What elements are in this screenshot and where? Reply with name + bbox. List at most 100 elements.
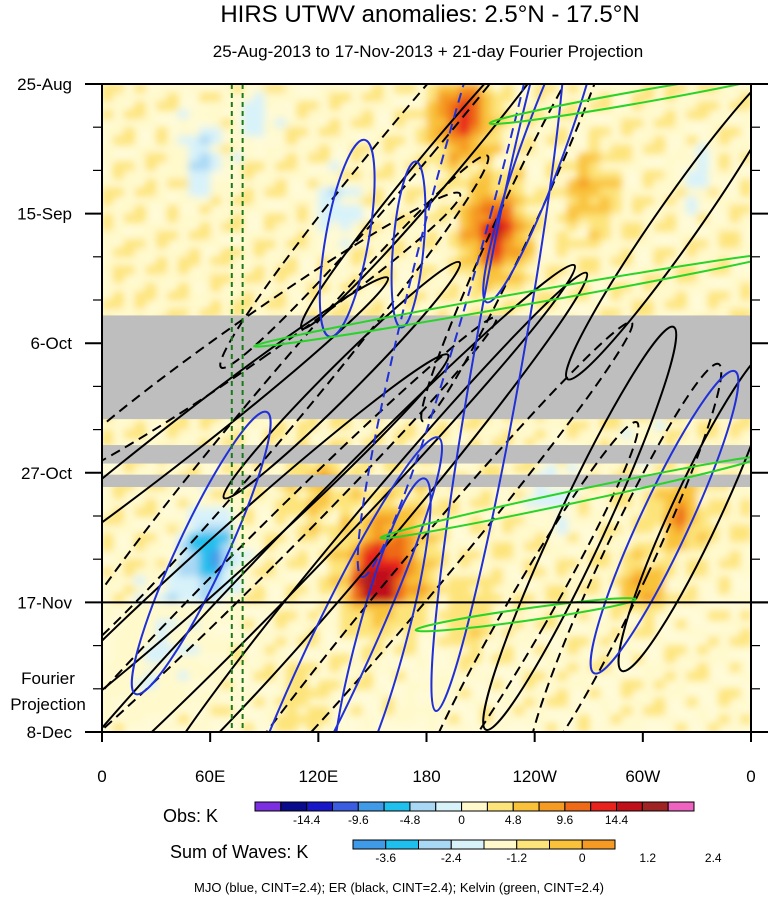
y-tick-label: 27-Oct <box>21 464 72 483</box>
legend-footnote: MJO (blue, CINT=2.4); ER (black, CINT=2.… <box>194 880 604 895</box>
anomaly-cell <box>642 429 655 439</box>
anomaly-cell <box>339 602 352 612</box>
anomaly-cell <box>458 593 471 603</box>
anomaly-cell <box>729 230 741 241</box>
anomaly-cell <box>361 533 374 543</box>
anomaly-cell <box>220 144 233 154</box>
anomaly-cell <box>383 92 395 102</box>
anomaly-cell <box>469 109 482 120</box>
anomaly-cell <box>123 636 136 647</box>
anomaly-cell <box>534 92 547 102</box>
anomaly-cell <box>166 524 179 534</box>
anomaly-cell <box>664 516 676 526</box>
anomaly-cell <box>361 265 374 275</box>
anomaly-cell <box>599 204 611 215</box>
anomaly-cell <box>242 300 255 310</box>
anomaly-cell <box>199 550 211 560</box>
anomaly-cell <box>556 213 568 223</box>
anomaly-cell <box>469 101 482 111</box>
anomaly-cell <box>318 464 330 474</box>
anomaly-cell <box>740 611 751 621</box>
anomaly-cell <box>156 541 168 552</box>
anomaly-cell <box>210 118 222 128</box>
anomaly-cell <box>350 109 363 120</box>
anomaly-cell <box>145 567 157 578</box>
anomaly-cell <box>718 92 730 102</box>
anomaly-cell <box>513 429 525 439</box>
anomaly-cell <box>448 118 460 128</box>
anomaly-cell <box>696 153 709 163</box>
anomaly-cell <box>740 101 751 111</box>
anomaly-cell <box>231 213 244 223</box>
anomaly-cell <box>177 576 190 586</box>
anomaly-cell <box>188 84 200 94</box>
anomaly-cell <box>231 161 244 171</box>
anomaly-cell <box>480 498 492 508</box>
anomaly-cell <box>718 576 730 586</box>
anomaly-cell <box>448 282 460 292</box>
anomaly-cell <box>275 697 287 707</box>
anomaly-cell <box>361 680 374 690</box>
anomaly-cell <box>707 127 720 137</box>
anomaly-cell <box>653 636 666 647</box>
anomaly-cell <box>404 524 417 534</box>
anomaly-cell <box>415 585 428 595</box>
anomaly-cell <box>210 153 222 163</box>
colorbar-box <box>516 839 550 850</box>
anomaly-cell <box>653 274 666 284</box>
anomaly-cell <box>188 161 200 171</box>
anomaly-cell <box>145 144 157 154</box>
x-tick-label: 0 <box>746 767 755 786</box>
anomaly-cell <box>361 723 374 732</box>
anomaly-cell <box>426 170 438 180</box>
anomaly-cell <box>231 645 244 655</box>
anomaly-cell <box>621 300 633 310</box>
anomaly-cell <box>361 654 374 664</box>
anomaly-cell <box>426 265 438 275</box>
anomaly-cell <box>588 144 601 154</box>
anomaly-cell <box>588 274 601 284</box>
anomaly-cell <box>588 196 601 206</box>
er-contour <box>102 154 490 668</box>
anomaly-cell <box>285 204 298 215</box>
anomaly-cell <box>664 585 676 595</box>
anomaly-cell <box>166 248 179 258</box>
anomaly-cell <box>556 300 568 310</box>
anomaly-cell <box>426 127 438 137</box>
anomaly-cell <box>350 593 363 603</box>
anomaly-cell <box>231 256 244 267</box>
anomaly-cell <box>166 265 179 275</box>
anomaly-cell <box>523 498 536 508</box>
anomaly-cell <box>275 438 287 448</box>
anomaly-cell <box>361 153 374 163</box>
anomaly-cell <box>166 213 179 223</box>
anomaly-cell <box>675 127 687 137</box>
anomaly-cell <box>664 567 676 578</box>
anomaly-cell <box>458 550 471 560</box>
anomaly-cell <box>642 490 655 500</box>
kelvin-contour <box>253 252 751 348</box>
anomaly-cell <box>231 179 244 189</box>
anomaly-cell <box>404 127 417 137</box>
anomaly-cell <box>448 602 460 612</box>
anomaly-cell <box>177 714 190 724</box>
anomaly-cell <box>664 498 676 508</box>
waves-colorbar-title: Sum of Waves: K <box>170 842 308 862</box>
anomaly-cell <box>329 654 341 664</box>
anomaly-cell <box>599 567 611 578</box>
anomaly-cell <box>156 274 168 284</box>
anomaly-cell <box>502 239 514 249</box>
anomaly-cell <box>318 706 330 716</box>
anomaly-cell <box>534 179 547 189</box>
anomaly-cell <box>675 420 687 431</box>
anomaly-cell <box>383 567 395 578</box>
anomaly-cell <box>545 723 557 732</box>
anomaly-cell <box>513 559 525 569</box>
anomaly-cell <box>426 593 438 603</box>
anomaly-cell <box>437 248 449 258</box>
anomaly-cell <box>642 438 655 448</box>
anomaly-cell <box>253 84 265 94</box>
anomaly-cell <box>307 524 319 534</box>
anomaly-cell <box>188 654 200 664</box>
anomaly-cell <box>296 420 309 431</box>
